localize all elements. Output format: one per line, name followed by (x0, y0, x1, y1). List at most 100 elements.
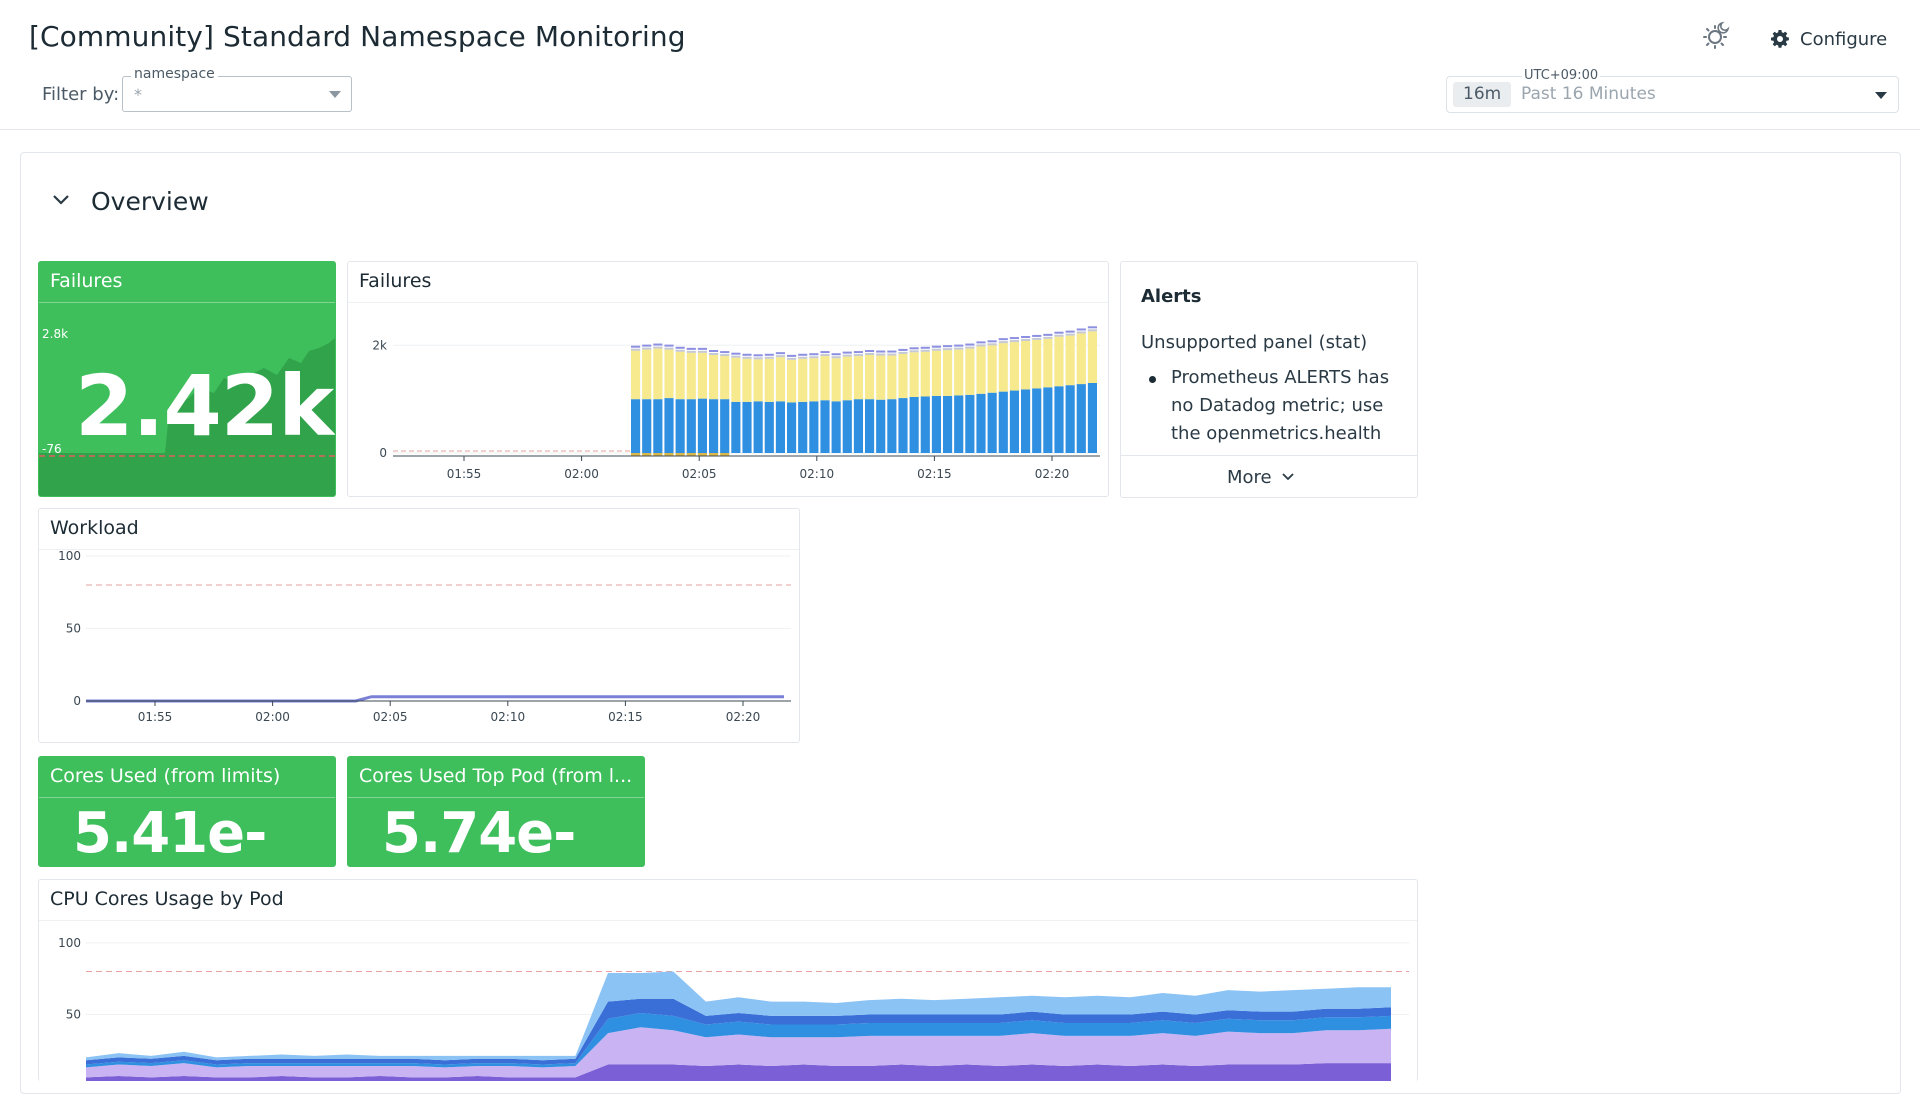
bar-segment (809, 356, 819, 359)
time-range-picker[interactable]: 16m Past 16 Minutes (1446, 76, 1899, 113)
bar-segment (720, 354, 730, 357)
sparkline-min-label: -76 (42, 442, 62, 456)
chevron-down-icon[interactable] (51, 193, 71, 207)
x-tick-label: 02:00 (255, 710, 290, 724)
bar-segment (876, 353, 886, 356)
widget-title: Failures (359, 270, 432, 292)
bar-segment (709, 353, 719, 355)
y-tick-label: 50 (66, 622, 81, 636)
group-header[interactable]: Overview (21, 153, 1900, 233)
bar-segment (865, 399, 875, 453)
timezone-label: UTC+09:00 (1522, 68, 1601, 83)
bar-segment (943, 348, 953, 351)
bar-segment (697, 398, 707, 453)
bar-segment (831, 356, 841, 359)
bar-segment (1054, 331, 1064, 334)
series-area (86, 998, 1391, 1065)
bar-segment (842, 354, 852, 357)
y-tick-label: 0 (73, 1079, 81, 1081)
bar-segment (1021, 339, 1031, 341)
configure-button[interactable]: Configure (1770, 24, 1887, 54)
bar-segment (909, 397, 919, 453)
stat-value: 5.41e-8 (73, 801, 267, 866)
bar-segment (1065, 333, 1075, 336)
bar-segment (831, 401, 841, 453)
failures-chart-widget[interactable]: Failures 0 2k 01:55 02:00 02:05 02:10 02:15 02:… (347, 261, 1109, 497)
alerts-line: Prometheus ALERTS has (1171, 367, 1390, 388)
bar-segment (709, 355, 719, 400)
failures-stat-widget[interactable]: Failures 2.8k -76 2.42k (38, 261, 336, 497)
bar-segment (1043, 336, 1053, 339)
configure-label: Configure (1800, 28, 1888, 50)
failures-bar-chart: 0 2k 01:55 02:00 02:05 02:10 02:15 02:20 (372, 326, 1100, 481)
bar-segment (764, 356, 774, 359)
bar-segment (798, 358, 808, 402)
bar-segment (1009, 340, 1019, 343)
bar-segment (686, 350, 696, 353)
bar-segment (920, 396, 930, 453)
bar-segment (809, 401, 819, 453)
bar-segment (653, 348, 663, 400)
bar-segment (876, 350, 886, 353)
bar-segment (764, 358, 774, 402)
bar-segment (764, 353, 774, 356)
bar-segment (631, 350, 641, 400)
bar-segment (742, 358, 752, 402)
bar-segment (1065, 385, 1075, 453)
bar-segment (731, 401, 741, 453)
y-tick-label: 0 (73, 694, 81, 708)
bar-segment (664, 347, 674, 350)
y-tick-label: 100 (58, 936, 81, 950)
bar-segment (1054, 334, 1064, 337)
bar-segment (798, 356, 808, 359)
bar-segment (787, 402, 797, 453)
more-label: More (1227, 467, 1272, 488)
bar-segment (965, 346, 975, 349)
bar-segment (653, 346, 663, 349)
bar-segment (943, 395, 953, 453)
bar-segment (931, 345, 941, 348)
bar-segment (931, 395, 941, 453)
x-tick-label: 02:15 (917, 467, 952, 481)
bar-segment (642, 399, 652, 453)
series-area (86, 1013, 1391, 1068)
theme-toggle-icon[interactable] (1700, 20, 1732, 52)
bar-segment (1087, 383, 1097, 453)
bar-segment (920, 346, 930, 349)
cpu-by-pod-widget[interactable]: CPU Cores Usage by Pod 0 50 100 (38, 879, 1418, 1081)
bar-segment (1009, 390, 1019, 453)
cores-top-pod-widget[interactable]: Cores Used Top Pod (from l... 5.74e-8% (347, 756, 645, 867)
bar-segment (820, 356, 830, 401)
bar-segment (1087, 331, 1097, 383)
bar-segment (976, 344, 986, 347)
widget-title: Workload (50, 517, 139, 539)
bar-segment (898, 353, 908, 399)
bar-segment (775, 401, 785, 453)
namespace-select[interactable]: namespace * (122, 66, 352, 112)
cores-top-pod-value: 5.74e-8% (382, 801, 644, 866)
bar-segment (809, 353, 819, 356)
time-range-text: Past 16 Minutes (1521, 84, 1656, 104)
bar-segment (998, 341, 1008, 344)
bar-segment (731, 355, 741, 358)
bar-segment (753, 359, 763, 402)
bar-segment (853, 354, 863, 357)
x-tick-label: 02:05 (682, 467, 717, 481)
stat-value: 5.74e-8 (382, 801, 576, 866)
chevron-down-icon (1875, 92, 1887, 99)
cores-used-value: 5.41e-8% (73, 801, 335, 866)
cores-used-widget[interactable]: Cores Used (from limits) 5.41e-8% (38, 756, 336, 867)
widget-title: Cores Used Top Pod (from l... (359, 765, 633, 787)
bar-segment (865, 353, 875, 355)
bar-segment (686, 399, 696, 453)
dashboard-title: [Community] Standard Namespace Monitorin… (29, 20, 686, 53)
bar-segment (642, 349, 652, 400)
bar-segment (920, 351, 930, 397)
workload-widget[interactable]: Workload 0 50 100 01:55 02:00 02:05 02:10 02:15… (38, 508, 800, 743)
bar-segment (887, 353, 897, 356)
more-button[interactable]: More (1121, 455, 1417, 497)
failures-value: 2.42k (75, 357, 334, 455)
bar-segment (887, 399, 897, 453)
bar-segment (1054, 386, 1064, 453)
bar-segment (987, 345, 997, 393)
